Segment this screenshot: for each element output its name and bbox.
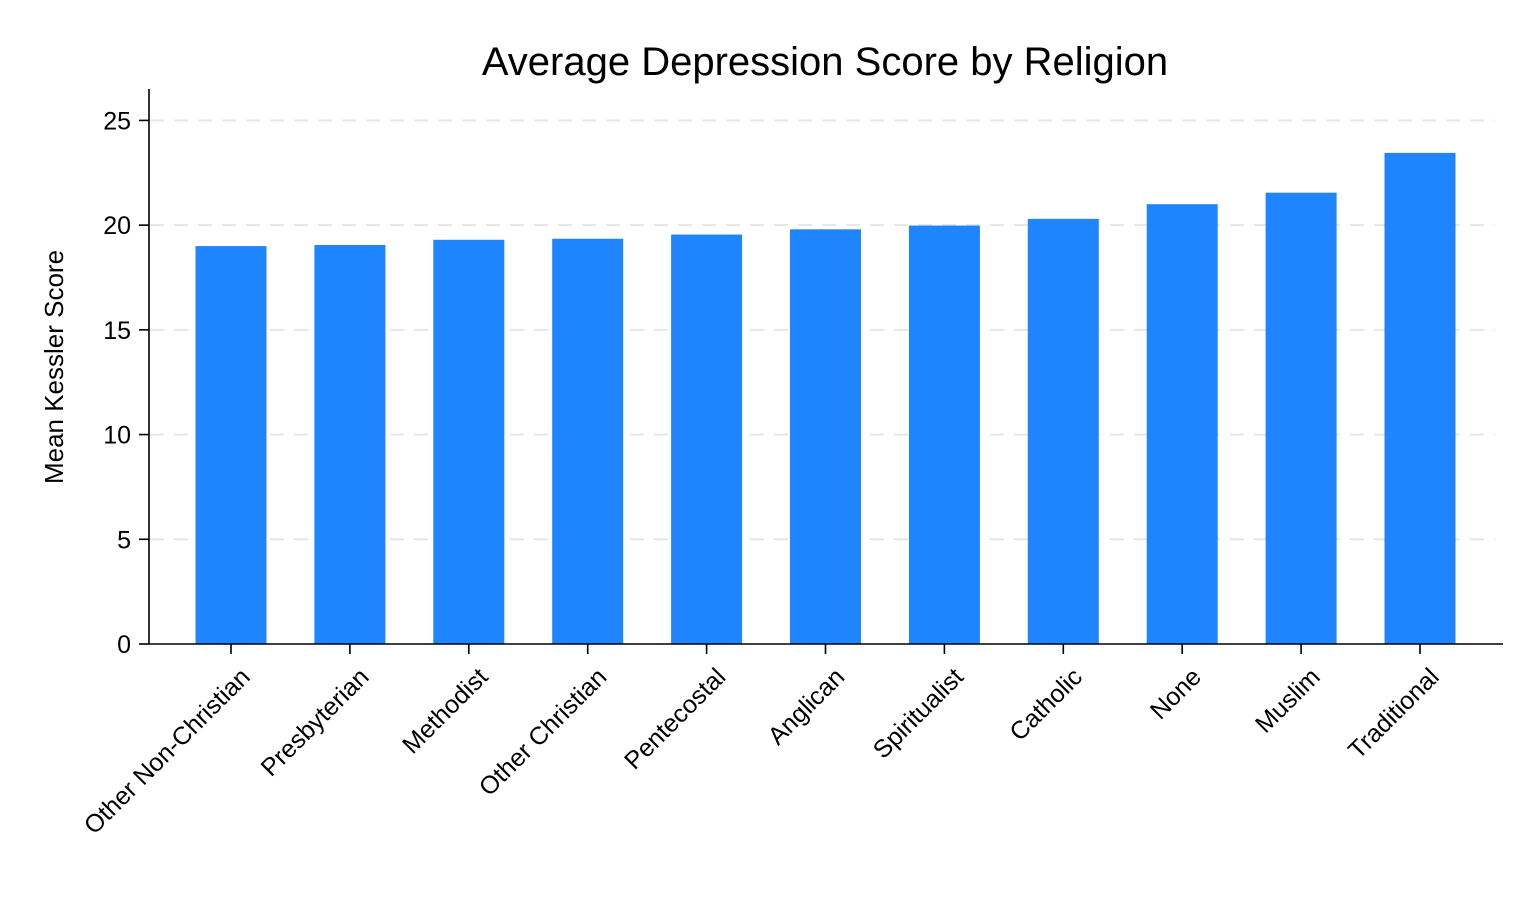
x-tick-label: Other Christian	[474, 663, 613, 802]
chart-title: Average Depression Score by Religion	[482, 40, 1168, 84]
x-tick-label: Muslim	[1250, 663, 1326, 739]
x-ticks: Other Non-Christian Presbyterian Methodist…	[79, 644, 1445, 840]
y-tick-label: 0	[117, 631, 131, 659]
bar	[1146, 204, 1218, 645]
bar	[790, 229, 861, 645]
x-tick-label: Presbyterian	[256, 663, 375, 782]
bar	[1384, 152, 1456, 644]
x-tick-label: Pentecostal	[619, 663, 731, 775]
y-tick-label: 15	[103, 317, 131, 345]
x-tick-label: Catholic	[1004, 663, 1088, 747]
bar	[1265, 192, 1337, 645]
x-tick-label: Spiritualist	[868, 663, 969, 764]
x-tick-label: None	[1145, 663, 1207, 725]
bar	[433, 239, 505, 644]
bar	[314, 245, 386, 644]
bars	[195, 152, 1456, 645]
x-tick-label: Traditional	[1343, 663, 1445, 765]
x-tick-label: Other Non-Christian	[79, 663, 256, 840]
bar	[908, 225, 980, 644]
y-tick-label: 10	[103, 422, 131, 450]
x-tick-label: Methodist	[397, 663, 493, 759]
x-tick-label: Anglican	[763, 663, 851, 751]
y-axis-label: Mean Kessler Score	[39, 250, 69, 484]
y-tick-label: 5	[117, 526, 131, 554]
y-tick-label: 25	[103, 107, 131, 135]
bar	[195, 246, 267, 644]
bar	[552, 238, 624, 644]
y-ticks: 0 5 10 15 20 25	[103, 107, 149, 659]
y-tick-label: 20	[103, 212, 131, 240]
bar	[1027, 218, 1099, 644]
bar	[671, 234, 743, 644]
